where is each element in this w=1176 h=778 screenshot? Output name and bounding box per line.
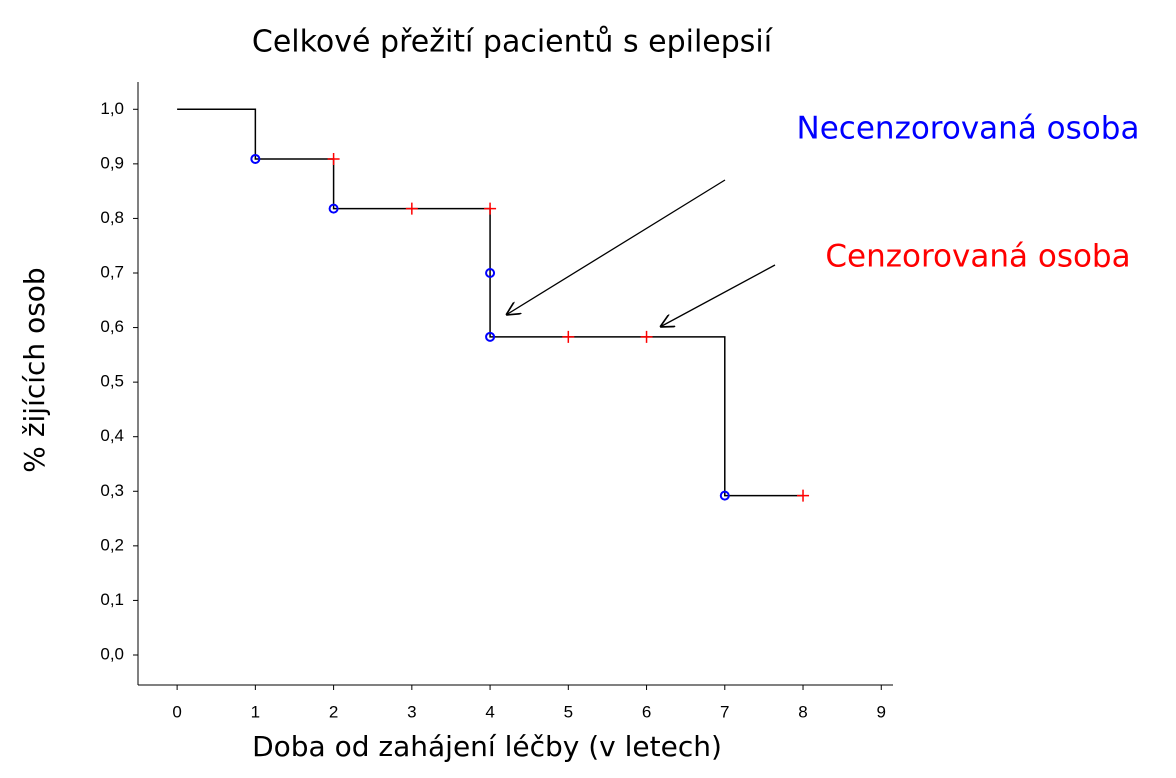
y-tick-label: 1,0 (100, 99, 124, 118)
censor-marker (640, 330, 653, 343)
x-axis-label: Doba od zahájení léčby (v letech) (252, 730, 722, 763)
y-tick-label: 0,1 (100, 590, 124, 609)
x-tick-label: 9 (877, 702, 886, 721)
censor-marker (405, 202, 418, 215)
y-tick-label: 0,3 (100, 481, 124, 500)
annotation: Cenzorovaná osoba (825, 239, 1130, 275)
y-tick-label: 0,8 (100, 208, 124, 227)
survival-curve (177, 108, 804, 497)
x-tick-label: 1 (251, 702, 260, 721)
y-tick-label: 0,4 (100, 426, 124, 445)
y-tick-label: 0,9 (100, 153, 124, 172)
y-tick-label: 0,6 (100, 317, 124, 336)
censor-marker (327, 152, 340, 165)
y-tick-label: 0,5 (100, 372, 124, 391)
censor-marker (797, 489, 810, 502)
x-tick-label: 0 (172, 702, 181, 721)
censor-marker (562, 330, 575, 343)
annotation-arrow (660, 264, 776, 327)
event-marker (719, 490, 730, 501)
chart-title: Celkové přežití pacientů s epilepsií (252, 25, 774, 60)
y-tick-label: 0,2 (100, 535, 124, 554)
event-marker (485, 267, 496, 278)
annotation-arrow (506, 179, 726, 315)
event-marker (328, 203, 339, 214)
event-marker (250, 153, 261, 164)
y-axis-label: % žijících osob (18, 267, 51, 472)
x-tick-label: 3 (407, 702, 416, 721)
x-tick-label: 2 (329, 702, 338, 721)
y-tick-label: 0,7 (100, 262, 124, 281)
y-tick-label: 0,0 (100, 644, 124, 663)
annotation: Necenzorovaná osoba (797, 111, 1140, 147)
x-tick-label: 5 (564, 702, 573, 721)
x-tick-label: 8 (798, 702, 807, 721)
x-tick-label: 7 (720, 702, 729, 721)
x-tick-label: 4 (485, 702, 494, 721)
censor-marker (484, 202, 497, 215)
event-marker (485, 331, 496, 342)
x-tick-label: 6 (642, 702, 651, 721)
